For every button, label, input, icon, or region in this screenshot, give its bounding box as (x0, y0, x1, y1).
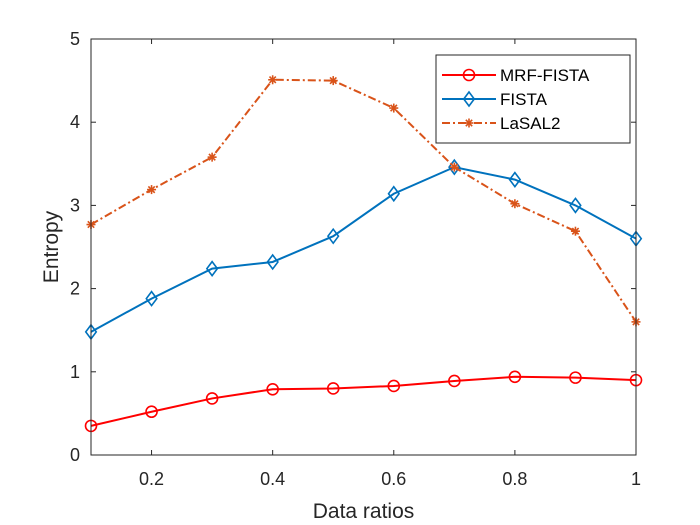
data-point-fista (326, 227, 340, 245)
data-point-fista (145, 290, 158, 307)
x-axis-title: Data ratios (313, 500, 415, 523)
data-point-lasal2 (268, 75, 278, 85)
legend-marker (464, 118, 474, 128)
legend-item-lasal2: LaSAL2 (442, 114, 561, 133)
series-line-fista (90, 166, 637, 333)
axes-layer: 0.2 0.4 0.6 0.8 1 0 1 2 3 4 5 (70, 29, 641, 489)
data-point-lasal2 (510, 199, 520, 209)
legend-label: FISTA (500, 90, 548, 109)
data-point-lasal2 (449, 162, 459, 172)
legend-marker (462, 68, 476, 82)
data-point-lasal2 (389, 103, 399, 113)
data-point-lasal2 (570, 226, 580, 236)
y-tick-label: 5 (70, 29, 80, 49)
data-point-fista (387, 185, 401, 203)
data-point-mrf-fista (387, 379, 401, 393)
data-point-mrf-fista (448, 374, 461, 388)
data-point-fista (205, 260, 219, 277)
data-point-mrf-fista (326, 382, 340, 395)
y-tick-label: 2 (70, 279, 80, 299)
data-point-mrf-fista (266, 382, 279, 396)
y-axis-title: Entropy (40, 210, 63, 283)
data-point-lasal2 (328, 76, 338, 86)
data-point-mrf-fista (569, 371, 582, 384)
data-point-lasal2 (147, 185, 157, 195)
data-point-fista (266, 253, 279, 271)
y-tick-label: 4 (70, 112, 80, 132)
legend-label: LaSAL2 (500, 114, 561, 133)
x-tick-label: 0.4 (260, 469, 285, 489)
series-mrf-fista (84, 370, 643, 433)
series-layer (84, 75, 643, 433)
data-point-mrf-fista (145, 405, 158, 419)
series-line-mrf-fista (90, 375, 637, 427)
legend-label: MRF-FISTA (500, 66, 590, 85)
x-tick-label: 0.8 (502, 469, 527, 489)
legend: MRF-FISTA FISTA LaSAL2 (435, 54, 631, 144)
x-tick-label: 0.2 (139, 469, 164, 489)
data-point-mrf-fista (205, 392, 219, 405)
x-tick-label: 0.6 (381, 469, 406, 489)
y-tick-label: 0 (70, 445, 80, 465)
data-point-fista (569, 197, 582, 214)
data-point-mrf-fista (508, 370, 522, 384)
data-point-lasal2 (207, 152, 217, 162)
legend-item-fista: FISTA (442, 90, 548, 109)
data-point-fista (508, 171, 522, 188)
legend-item-mrf-fista: MRF-FISTA (442, 66, 590, 85)
legend-marker (462, 90, 476, 108)
y-tick-label: 1 (70, 362, 80, 382)
y-tick-label: 3 (70, 195, 80, 215)
x-tick-label: 1 (631, 469, 641, 489)
axes-box (90, 38, 637, 456)
